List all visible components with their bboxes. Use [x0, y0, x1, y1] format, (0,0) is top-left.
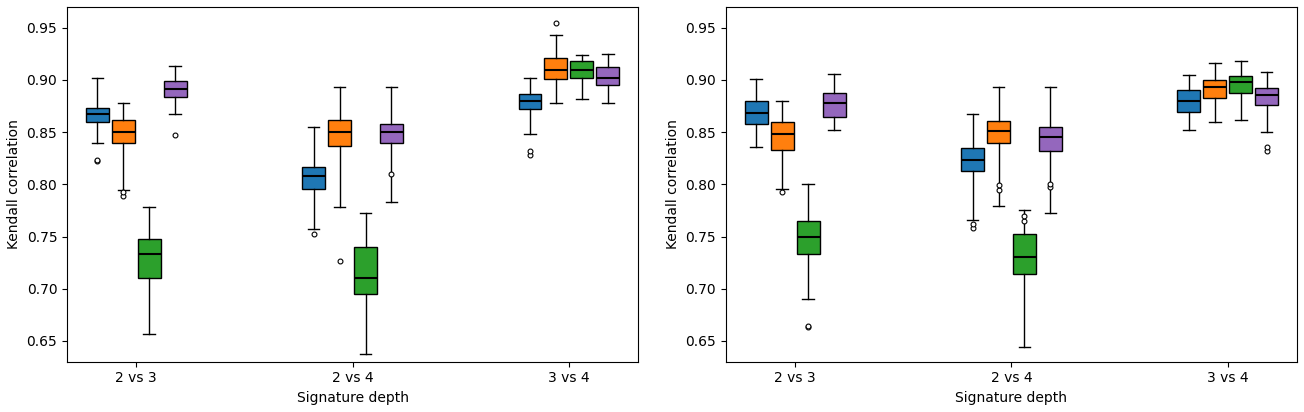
PathPatch shape	[1230, 76, 1252, 93]
PathPatch shape	[112, 119, 134, 143]
PathPatch shape	[771, 122, 794, 150]
PathPatch shape	[570, 61, 593, 78]
PathPatch shape	[1178, 91, 1200, 112]
Y-axis label: Kendall correlation: Kendall correlation	[666, 119, 679, 249]
PathPatch shape	[596, 68, 619, 85]
PathPatch shape	[797, 221, 819, 254]
X-axis label: Signature depth: Signature depth	[956, 391, 1068, 405]
Y-axis label: Kendall correlation: Kendall correlation	[7, 119, 21, 249]
PathPatch shape	[1204, 80, 1226, 98]
PathPatch shape	[545, 58, 567, 79]
PathPatch shape	[1039, 127, 1061, 151]
PathPatch shape	[987, 121, 1009, 143]
PathPatch shape	[379, 124, 403, 143]
PathPatch shape	[961, 148, 985, 171]
PathPatch shape	[745, 101, 768, 124]
PathPatch shape	[823, 93, 845, 117]
PathPatch shape	[138, 239, 160, 278]
PathPatch shape	[329, 119, 351, 146]
PathPatch shape	[355, 247, 377, 294]
PathPatch shape	[1256, 88, 1278, 105]
PathPatch shape	[86, 108, 108, 122]
X-axis label: Signature depth: Signature depth	[296, 391, 408, 405]
PathPatch shape	[519, 94, 541, 109]
PathPatch shape	[303, 166, 325, 189]
PathPatch shape	[164, 81, 186, 97]
PathPatch shape	[1013, 234, 1035, 274]
